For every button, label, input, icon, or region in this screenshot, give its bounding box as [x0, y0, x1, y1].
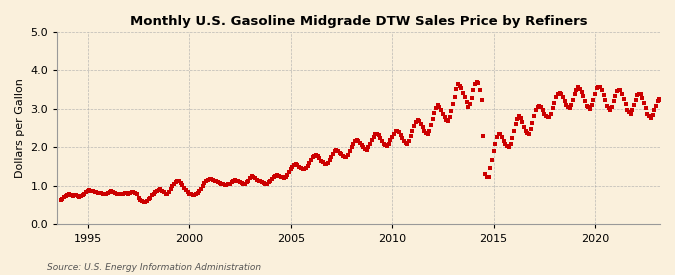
Title: Monthly U.S. Gasoline Midgrade DTW Sales Price by Refiners: Monthly U.S. Gasoline Midgrade DTW Sales…	[130, 15, 587, 28]
Text: Source: U.S. Energy Information Administration: Source: U.S. Energy Information Administ…	[47, 263, 261, 272]
Y-axis label: Dollars per Gallon: Dollars per Gallon	[15, 78, 25, 178]
